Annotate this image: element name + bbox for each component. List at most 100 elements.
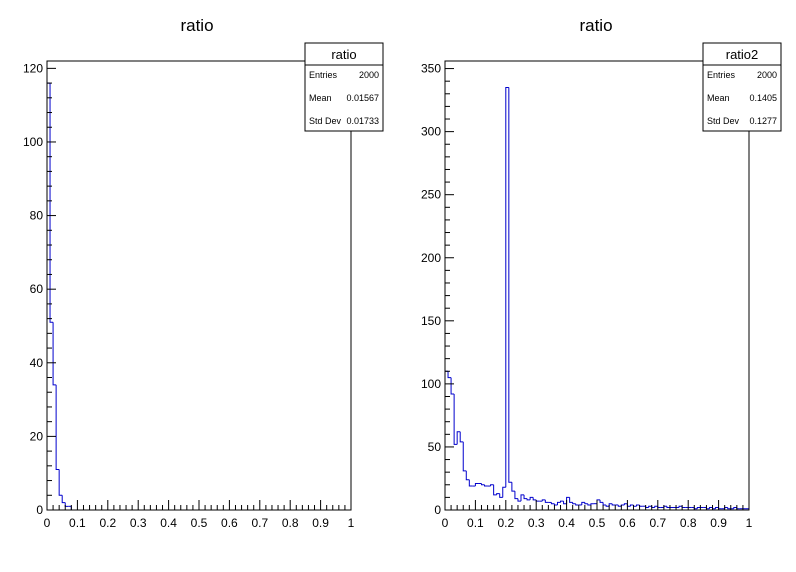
stats-mean-label: Mean	[707, 93, 730, 103]
chart-title: ratio	[579, 16, 612, 35]
stats-box-title: ratio	[331, 47, 356, 62]
x-tick-label: 1	[746, 516, 753, 530]
histogram-bin	[648, 505, 652, 508]
histogram-bin	[617, 504, 622, 507]
histogram-bin	[715, 506, 719, 509]
histogram-bin	[572, 502, 576, 505]
histogram-bin	[49, 83, 54, 323]
histogram-bin	[502, 486, 506, 498]
histogram-bin	[727, 507, 731, 510]
histogram-bin	[493, 484, 497, 496]
histogram-bars	[46, 82, 351, 511]
histogram-bin	[611, 503, 616, 506]
y-tick-label: 50	[428, 440, 442, 454]
histogram-bin	[496, 493, 500, 495]
histogram-bin	[58, 469, 63, 496]
histogram-bin	[696, 506, 701, 509]
histogram-bin	[55, 384, 60, 471]
histogram-bin	[490, 484, 494, 487]
stats-stddev-label: Std Dev	[707, 116, 740, 126]
histogram-bin	[544, 499, 549, 503]
histogram-bin	[465, 470, 470, 481]
histogram-bin	[517, 498, 521, 502]
histogram-bin	[541, 499, 546, 502]
histogram-bin	[550, 502, 555, 505]
histogram-bin	[553, 503, 558, 506]
histogram-bin	[459, 431, 464, 443]
histogram-bin	[629, 504, 634, 507]
histogram-bin	[605, 504, 610, 507]
histogram-bin	[733, 506, 737, 509]
y-tick-label: 40	[30, 356, 44, 370]
histogram-bin	[569, 497, 573, 503]
y-tick-label: 60	[30, 282, 44, 296]
histogram-bin	[508, 87, 512, 483]
stats-mean-value: 0.1405	[749, 93, 777, 103]
histogram-bin	[520, 494, 525, 502]
x-tick-label: 1	[348, 516, 355, 530]
y-tick-label: 20	[30, 429, 44, 443]
stats-box: ratio2 Entries 2000 Mean 0.1405 Std Dev …	[702, 42, 782, 132]
stats-stddev-label: Std Dev	[309, 116, 342, 126]
histogram-bin	[484, 484, 488, 487]
x-tick-label: 0.7	[251, 516, 268, 530]
histogram-bin	[563, 501, 567, 505]
histogram-bin	[474, 483, 479, 487]
y-tick-label: 100	[421, 377, 441, 391]
x-axis: 0 0.1 0.2 0.3 0.4 0.5 0.6 0.7 0.8 0.9 1	[442, 500, 753, 530]
y-tick-label: 200	[421, 251, 441, 265]
x-tick-label: 0.5	[589, 516, 606, 530]
stats-box-title: ratio2	[726, 47, 759, 62]
stats-box-frame	[304, 42, 384, 132]
y-tick-label: 80	[30, 209, 44, 223]
x-tick-label: 0.4	[160, 516, 177, 530]
stats-entries-value: 2000	[359, 70, 379, 80]
histogram-bin	[468, 479, 473, 487]
histogram-bin	[480, 483, 485, 486]
histogram-bin	[678, 505, 683, 508]
stats-stddev-value: 0.01733	[346, 116, 379, 126]
x-tick-label: 0.3	[528, 516, 545, 530]
histogram-bin	[505, 86, 509, 488]
histogram-bin	[447, 371, 452, 379]
y-axis: 0 20 40 60 80 100 120	[23, 61, 56, 517]
histogram-bin	[61, 495, 66, 504]
x-tick-label: 0.1	[69, 516, 86, 530]
y-axis: 0 50 100 150 200 250 300 350	[421, 62, 454, 517]
x-tick-label: 0.1	[467, 516, 484, 530]
x-tick-label: 0	[442, 516, 449, 530]
histogram-bin	[526, 498, 531, 501]
histogram-bin	[581, 501, 585, 505]
stats-mean-value: 0.01567	[346, 93, 379, 103]
histogram-bin	[453, 393, 458, 445]
histogram-pad-ratio: ratio 0 0.1 0.2 0.3 0.4 0.5 0.6 0.7 0.8 0.9 1 0 20 4…	[23, 16, 384, 530]
histogram-bin	[514, 491, 518, 500]
histogram-bin	[666, 506, 670, 508]
histogram-bars	[444, 86, 749, 510]
histogram-bin	[587, 503, 591, 506]
y-tick-label: 100	[23, 135, 43, 149]
x-axis: 0 0.1 0.2 0.3 0.4 0.5 0.6 0.7 0.8 0.9 1	[44, 500, 355, 530]
x-tick-label: 0.6	[221, 516, 238, 530]
stats-entries-label: Entries	[707, 70, 736, 80]
stats-entries-value: 2000	[757, 70, 777, 80]
histogram-bin	[708, 506, 713, 509]
histogram-bin	[654, 505, 658, 508]
x-tick-label: 0.9	[312, 516, 329, 530]
histogram-bin	[456, 431, 461, 445]
x-tick-label: 0.3	[130, 516, 147, 530]
histogram-bin	[511, 482, 515, 492]
histogram-bin	[599, 499, 604, 503]
histogram-bin	[450, 377, 455, 395]
histogram-bin	[590, 503, 594, 505]
histogram-bin	[499, 493, 503, 498]
x-tick-label: 0.4	[558, 516, 575, 530]
x-tick-label: 0.8	[282, 516, 299, 530]
x-tick-label: 0.2	[99, 516, 116, 530]
histogram-pad-ratio2: ratio 0 0.1 0.2 0.3 0.4 0.5 0.6 0.7 0.8 0.9 1 0 50 1…	[421, 16, 782, 530]
histogram-bin	[623, 503, 628, 505]
histogram-bin	[584, 502, 588, 505]
x-tick-label: 0.5	[191, 516, 208, 530]
histogram-bin	[602, 502, 607, 506]
